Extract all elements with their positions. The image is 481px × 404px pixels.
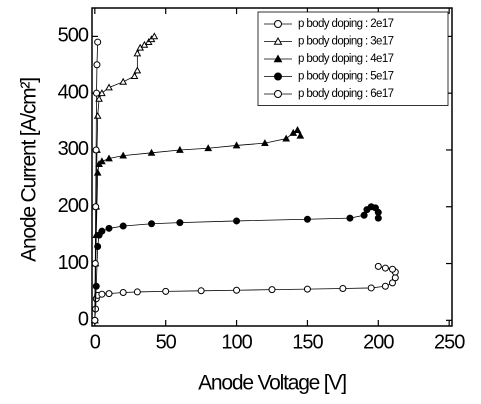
legend-label: p body doping : 4e17 <box>298 53 394 65</box>
data-point <box>94 38 102 46</box>
data-point <box>162 287 170 295</box>
data-point <box>105 290 113 298</box>
data-point <box>130 72 139 80</box>
data-point <box>93 89 101 97</box>
data-point <box>133 288 141 296</box>
x-tick-label: 200 <box>363 331 394 353</box>
data-point <box>105 83 113 91</box>
data-point <box>98 157 106 165</box>
y-tick-label: 400 <box>58 81 89 103</box>
data-point <box>233 286 241 294</box>
data-point <box>133 49 142 57</box>
data-point <box>388 279 396 287</box>
data-point <box>119 288 127 296</box>
data-point <box>92 203 100 211</box>
y-axis-label: Anode Current [A/cm²] <box>18 78 41 262</box>
data-point <box>93 61 101 69</box>
data-point <box>367 284 375 292</box>
data-point <box>374 208 382 216</box>
data-point <box>296 131 305 139</box>
data-point <box>93 111 102 119</box>
x-axis-label: Anode Voltage [V] <box>198 372 346 395</box>
y-tick-label: 100 <box>58 252 89 274</box>
x-tick-label: 50 <box>156 331 177 353</box>
legend-label: p body doping : 3e17 <box>298 36 394 48</box>
x-tick-label: 0 <box>90 331 101 353</box>
data-point <box>232 141 241 149</box>
series-line <box>94 36 155 321</box>
data-point <box>147 148 156 156</box>
data-point <box>293 126 302 133</box>
legend-marker <box>274 72 282 81</box>
data-point <box>233 217 241 225</box>
data-point <box>388 265 396 273</box>
data-point <box>105 154 113 162</box>
legend-marker <box>273 54 283 63</box>
data-point <box>381 282 389 290</box>
data-point <box>94 243 102 250</box>
data-point <box>381 264 389 272</box>
data-point <box>391 274 399 282</box>
data-point <box>119 151 128 159</box>
data-point <box>92 146 100 154</box>
data-point <box>374 262 382 270</box>
data-point <box>119 222 127 230</box>
data-point <box>98 227 106 235</box>
legend-marker <box>274 20 282 28</box>
legend-label: p body doping : 2e17 <box>298 18 394 30</box>
y-tick-label: 200 <box>58 195 89 217</box>
x-tick-label: 150 <box>292 331 323 353</box>
legend-label: p body doping : 6e17 <box>298 88 394 100</box>
data-point <box>346 214 354 222</box>
data-point <box>105 224 113 232</box>
data-point <box>261 139 269 147</box>
data-point <box>268 286 276 294</box>
data-point <box>197 287 205 295</box>
data-point <box>92 282 100 290</box>
data-point <box>133 66 142 74</box>
data-point <box>176 219 184 227</box>
legend-label: p body doping : 5e17 <box>298 71 394 83</box>
plot-frame <box>91 7 453 327</box>
data-point <box>282 134 291 142</box>
data-point <box>98 290 106 298</box>
data-point <box>91 260 99 268</box>
data-point <box>360 211 368 219</box>
legend-marker <box>273 36 283 45</box>
data-point <box>374 214 382 222</box>
y-tick-label: 0 <box>78 309 89 331</box>
data-point <box>98 89 106 97</box>
data-point <box>303 215 311 223</box>
data-point <box>148 220 156 228</box>
x-tick-label: 250 <box>434 331 465 353</box>
data-point <box>95 94 103 102</box>
y-tick-label: 300 <box>58 138 89 160</box>
data-point <box>339 285 347 293</box>
x-tick-label: 100 <box>221 331 252 353</box>
data-point <box>176 145 184 153</box>
data-point <box>303 285 311 293</box>
data-point <box>204 144 213 152</box>
data-point <box>119 77 128 85</box>
data-point <box>150 32 159 40</box>
legend-marker <box>274 90 282 98</box>
y-tick-label: 500 <box>58 25 89 47</box>
data-point <box>91 316 99 324</box>
